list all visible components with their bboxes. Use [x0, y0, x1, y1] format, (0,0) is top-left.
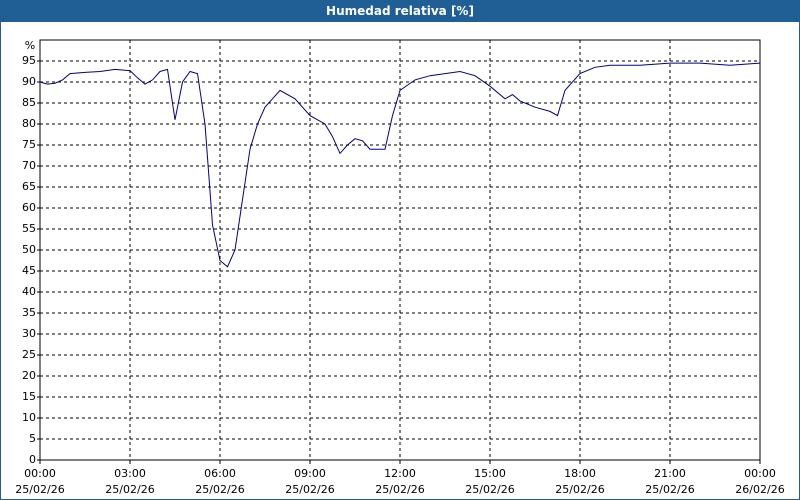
y-tick-label: 25 — [22, 348, 36, 361]
y-tick-label: 35 — [22, 306, 36, 319]
x-tick-date: 25/02/26 — [375, 483, 424, 496]
y-tick-label: 70 — [22, 159, 36, 172]
y-tick-label: 50 — [22, 243, 36, 256]
y-tick-label: 0 — [29, 453, 36, 466]
x-tick-label: 15:00 — [474, 467, 506, 480]
x-tick-date: 25/02/26 — [645, 483, 694, 496]
x-tick-label: 21:00 — [654, 467, 686, 480]
y-tick-label: 80 — [22, 117, 36, 130]
x-tick-label: 00:00 — [24, 467, 56, 480]
y-tick-label: 10 — [22, 411, 36, 424]
y-tick-label: 75 — [22, 138, 36, 151]
x-tick-label: 03:00 — [114, 467, 146, 480]
y-tick-label: 40 — [22, 285, 36, 298]
y-tick-label: 60 — [22, 201, 36, 214]
y-tick-label: 85 — [22, 96, 36, 109]
x-tick-label: 12:00 — [384, 467, 416, 480]
x-tick-date: 26/02/26 — [735, 483, 784, 496]
x-tick-date: 25/02/26 — [285, 483, 334, 496]
y-tick-label: 55 — [22, 222, 36, 235]
x-tick-date: 25/02/26 — [195, 483, 244, 496]
y-tick-label: 5 — [29, 432, 36, 445]
x-tick-label: 00:00 — [744, 467, 776, 480]
y-tick-label: 65 — [22, 180, 36, 193]
chart-title: Humedad relativa [%] — [0, 0, 800, 22]
x-tick-label: 09:00 — [294, 467, 326, 480]
y-tick-label: 15 — [22, 390, 36, 403]
y-tick-label: 95 — [22, 54, 36, 67]
x-tick-date: 25/02/26 — [555, 483, 604, 496]
y-tick-label: 90 — [22, 75, 36, 88]
plot-border — [39, 39, 761, 461]
y-tick-label: 30 — [22, 327, 36, 340]
x-tick-label: 06:00 — [204, 467, 236, 480]
x-tick-date: 25/02/26 — [15, 483, 64, 496]
x-tick-label: 18:00 — [564, 467, 596, 480]
y-axis-label: % — [25, 39, 35, 52]
y-tick-label: 45 — [22, 264, 36, 277]
data-line — [39, 62, 761, 268]
x-tick-date: 25/02/26 — [465, 483, 514, 496]
x-tick-date: 25/02/26 — [105, 483, 154, 496]
y-tick-label: 20 — [22, 369, 36, 382]
